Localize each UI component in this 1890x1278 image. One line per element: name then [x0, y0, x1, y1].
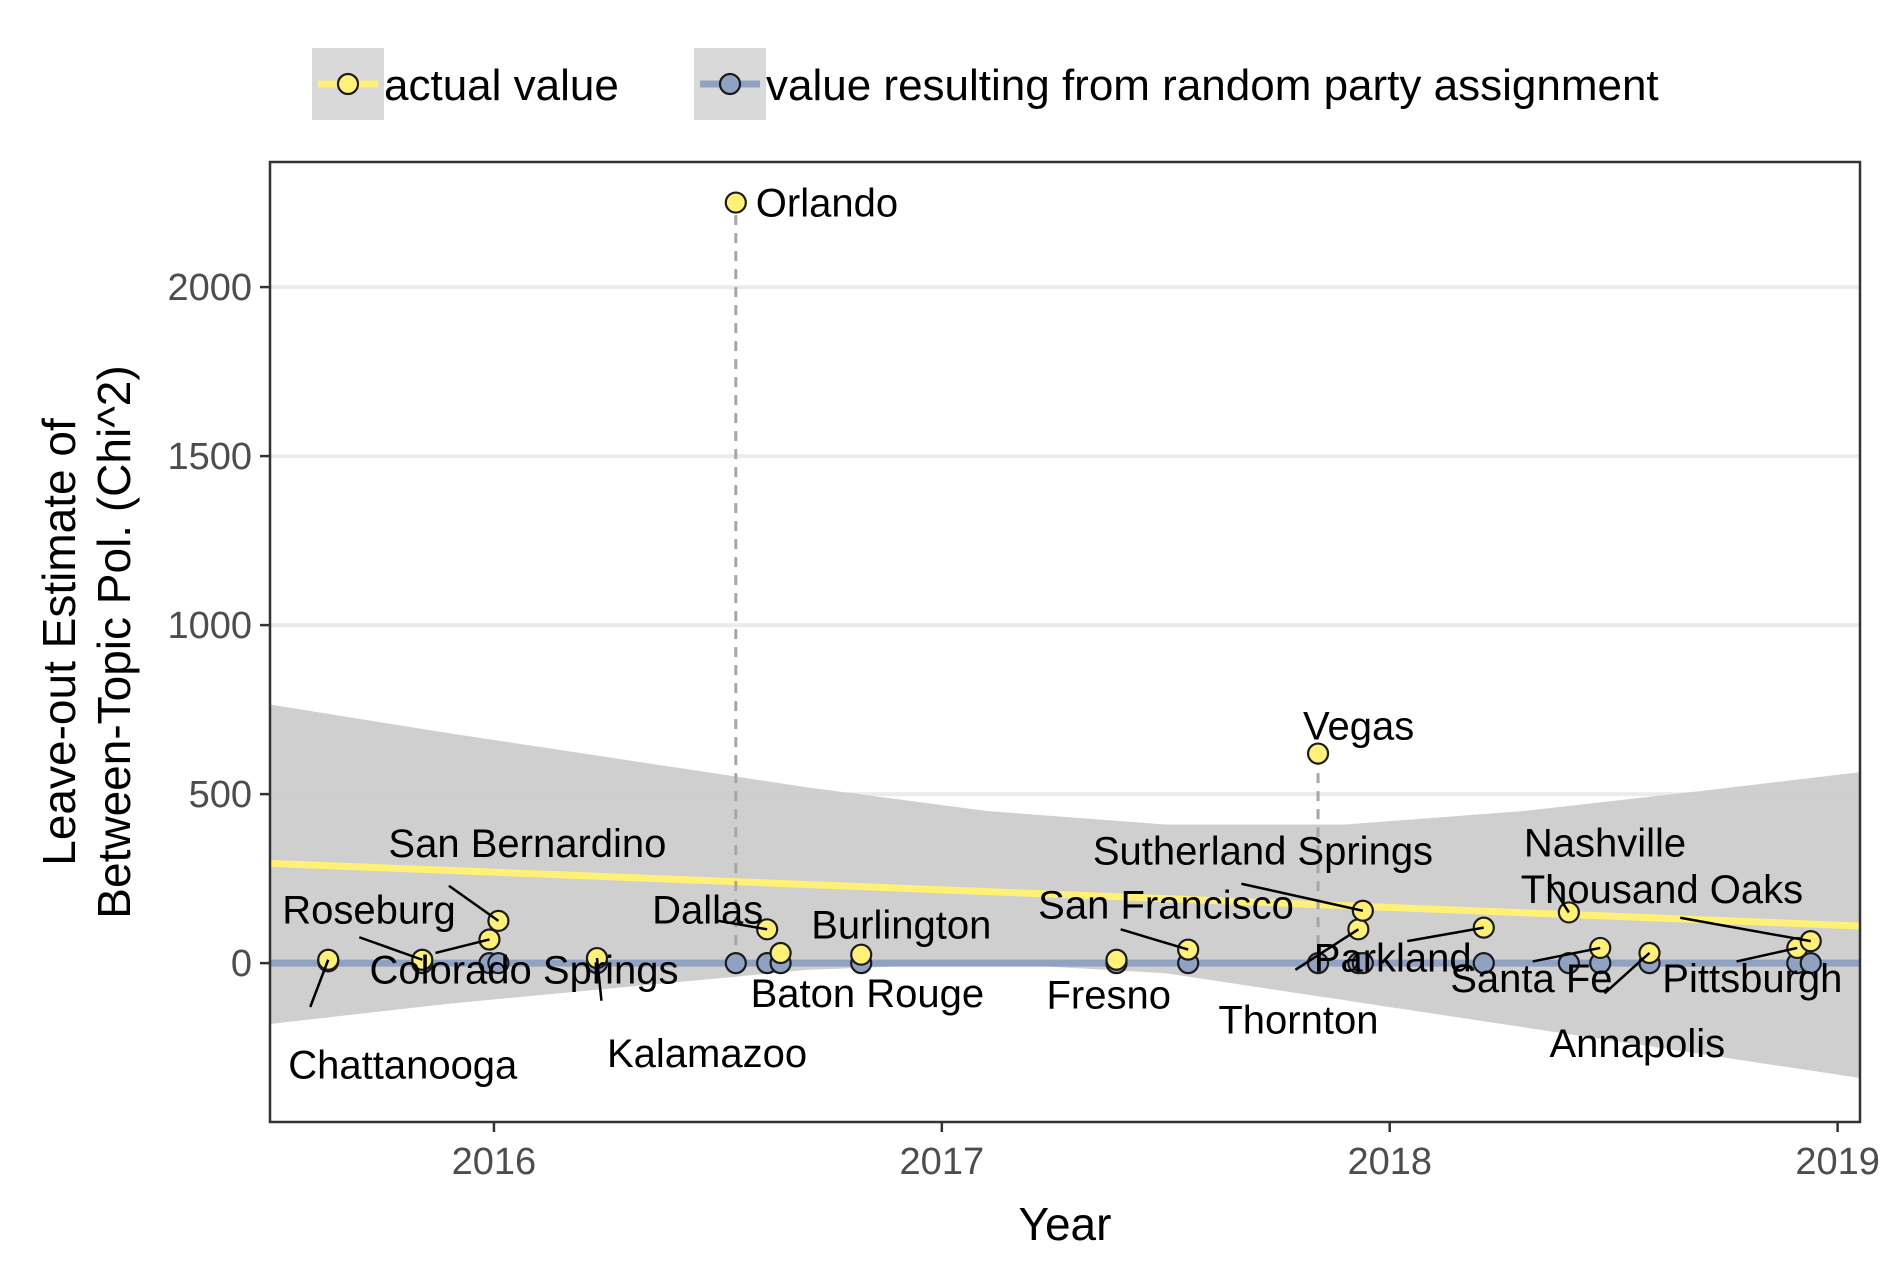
point-random [1799, 952, 1822, 975]
point-actual [724, 191, 747, 214]
x-tick-label: 2019 [1795, 1141, 1880, 1183]
point-labels: Chattanooga Roseburg Colorado Springs San B… [282, 182, 1842, 1088]
point-random [487, 952, 510, 975]
label-leader [435, 938, 490, 955]
x-tick-label: 2018 [1347, 1141, 1432, 1183]
point-label: Santa Fe [1450, 957, 1612, 1001]
point-label: Roseburg [282, 889, 455, 933]
trend-line-actual [270, 859, 1860, 930]
legend: actual value value resulting from random … [312, 48, 1659, 120]
label-leader [309, 959, 330, 1008]
label-leader [1294, 928, 1360, 971]
legend-label: value resulting from random party assign… [766, 61, 1659, 110]
point-label: Pittsburgh [1662, 957, 1842, 1001]
point-label: Thousand Oaks [1521, 868, 1803, 912]
label-leader [715, 919, 768, 931]
point-label: Nashville [1524, 821, 1686, 865]
legend-key-point [336, 72, 360, 96]
label-leader [595, 957, 603, 1001]
point-random [1472, 952, 1495, 975]
point-label: Kalamazoo [607, 1032, 807, 1076]
point-label: San Bernardino [388, 822, 666, 866]
label-leader [358, 936, 423, 961]
label-leader [1407, 926, 1484, 943]
y-tick-label: 1000 [167, 605, 252, 647]
y-axis-title: Leave-out Estimate ofBetween-Topic Pol. … [33, 365, 140, 918]
point-label: Colorado Springs [369, 948, 678, 992]
point-actual [1306, 742, 1330, 765]
panel-content [270, 191, 1860, 1079]
point-label: Parkland [1314, 937, 1472, 981]
label-leader [1532, 946, 1601, 963]
point-label: San Francisco [1038, 884, 1294, 928]
point-random [1351, 952, 1374, 975]
plot-area: Chattanooga Roseburg Colorado Springs San B… [270, 182, 1860, 1088]
label-leader [1680, 916, 1811, 943]
point-random [724, 952, 747, 975]
label-leader [1736, 946, 1798, 963]
point-label: Thornton [1218, 998, 1378, 1042]
point-actual [1105, 948, 1128, 971]
point-label: Orlando [756, 182, 898, 226]
label-leader [1547, 880, 1570, 914]
label-leader [1241, 882, 1364, 912]
y-tick-label: 1500 [167, 436, 252, 478]
point-label: Sutherland Springs [1093, 830, 1433, 874]
y-tick-label: 2000 [167, 267, 252, 309]
point-actual [850, 943, 873, 966]
y-axis-title-line: Leave-out Estimate of [33, 418, 85, 866]
x-axis-title: Year [1019, 1198, 1112, 1250]
point-label: Fresno [1047, 974, 1172, 1018]
label-leader [1603, 952, 1651, 995]
point-label: Vegas [1303, 705, 1414, 749]
x-tick-label: 2016 [452, 1141, 537, 1183]
point-label: Annapolis [1549, 1022, 1725, 1066]
panel-border [268, 160, 1862, 1124]
point-label: Burlington [811, 904, 991, 948]
point-label: Chattanooga [288, 1044, 518, 1088]
y-axis-title-line: Between-Topic Pol. (Chi^2) [88, 365, 140, 918]
y-tick-label: 0 [231, 943, 252, 985]
y-tick-label: 500 [189, 774, 252, 816]
legend-label: actual value [384, 61, 619, 110]
label-leader [1120, 928, 1189, 951]
point-label: Baton Rouge [751, 972, 985, 1016]
axes: 0 500 1000 1500 2000 2016 2017 2018 2019 Year Leav… [33, 160, 1880, 1250]
point-actual [769, 941, 792, 965]
legend-key-point [718, 72, 742, 96]
x-tick-label: 2017 [900, 1141, 985, 1183]
label-leader [448, 884, 500, 922]
